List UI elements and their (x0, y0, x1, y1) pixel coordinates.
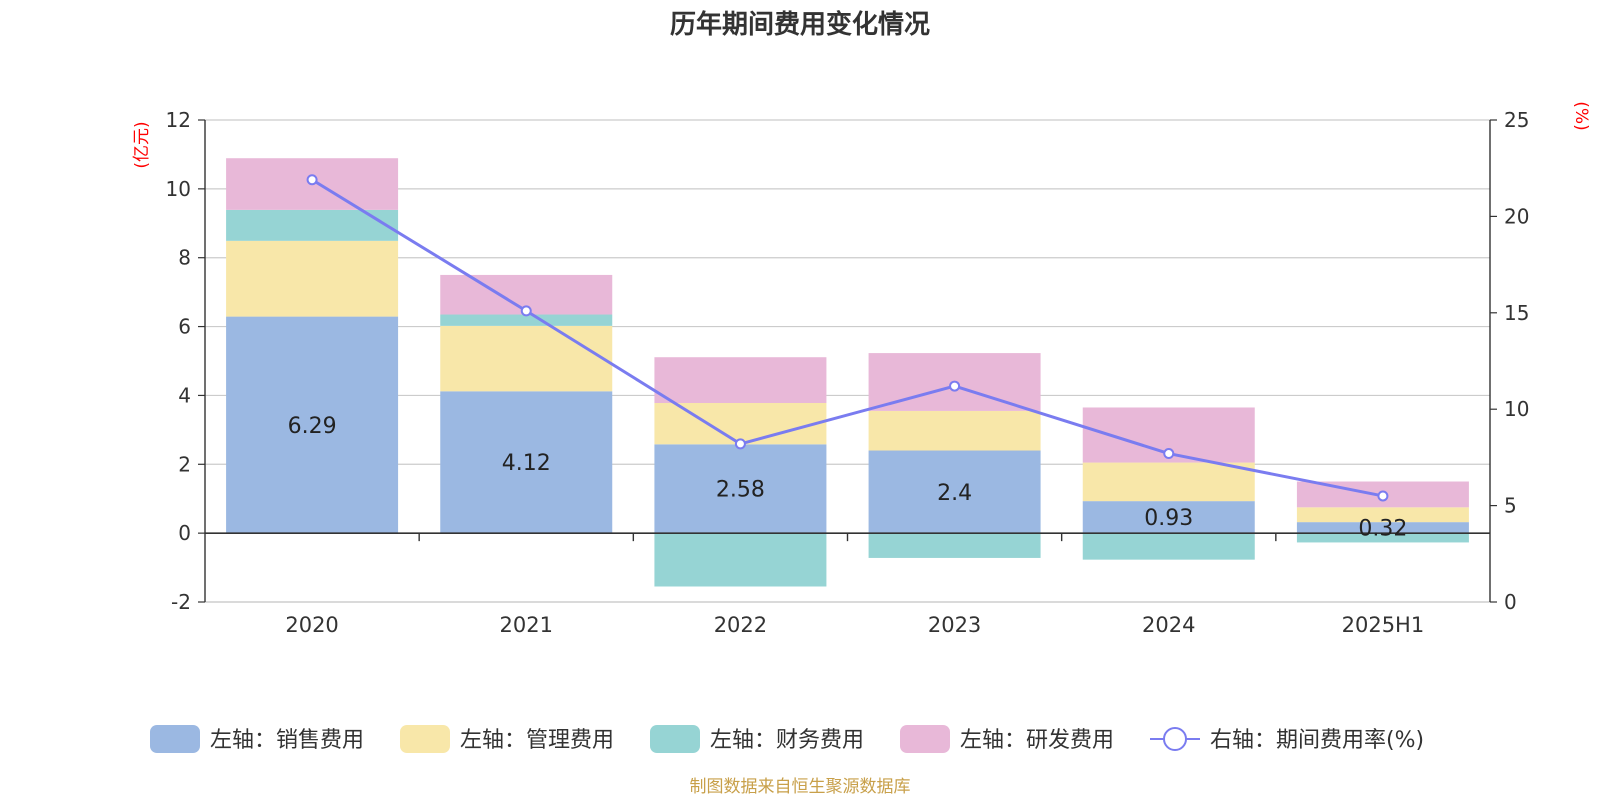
rate-point (306, 174, 318, 186)
left-tick-label: -2 (171, 590, 191, 614)
right-tick-label: 15 (1504, 301, 1529, 325)
x-tick-label: 2021 (500, 613, 553, 637)
legend-swatch (650, 725, 700, 753)
legend-label: 右轴：期间费用率(%) (1210, 728, 1424, 753)
x-tick-label: 2020 (285, 613, 338, 637)
left-tick-label: 0 (178, 521, 191, 545)
x-tick-label: 2025H1 (1342, 613, 1425, 637)
x-tick-label: 2024 (1142, 613, 1195, 637)
bar-segment (440, 391, 613, 534)
bar-segment (868, 450, 1041, 534)
rate-point (1163, 448, 1175, 460)
bar-segment (226, 316, 399, 534)
bar-segment (1082, 462, 1255, 502)
bar-value-label: 0.32 (1358, 517, 1407, 542)
bar-value-label: 2.4 (937, 481, 972, 506)
bar-segment (868, 410, 1041, 451)
right-tick-label: 0 (1504, 590, 1517, 614)
bar-segment (1082, 533, 1255, 560)
bar-value-label: 0.93 (1144, 506, 1193, 531)
bar-segment (654, 403, 827, 445)
rate-point (949, 380, 961, 392)
axes: -2 0 2 4 6 8 10 12 0 5 10 15 20 25 2020 2021 2022 2023 202… (166, 108, 1530, 637)
right-tick-label: 5 (1504, 494, 1517, 518)
bar-segment (654, 357, 827, 404)
legend-label: 左轴：管理费用 (460, 728, 614, 753)
left-tick-label: 10 (166, 177, 191, 201)
bar-segment (868, 533, 1041, 558)
left-axis-unit: (亿元) (132, 121, 152, 168)
bar-segment (654, 444, 827, 534)
legend-label: 左轴：财务费用 (710, 728, 864, 753)
source-note: 制图数据来自恒生聚源数据库 (690, 777, 911, 797)
bar-value-label: 2.58 (716, 478, 765, 503)
right-axis-unit: (%) (1571, 101, 1591, 130)
legend-marker (1163, 727, 1187, 751)
left-tick-label: 6 (178, 315, 191, 339)
rate-point (734, 438, 746, 450)
legend-label: 左轴：研发费用 (960, 728, 1114, 753)
bar-segment (1296, 507, 1469, 523)
rate-line-path (311, 178, 1384, 498)
legend-label: 左轴：销售费用 (210, 728, 364, 753)
rate-point (520, 305, 532, 317)
bars (226, 158, 1469, 587)
rate-point (1377, 490, 1389, 502)
bar-segment (1296, 533, 1469, 543)
x-tick-label: 2022 (714, 613, 767, 637)
right-tick-label: 25 (1504, 108, 1529, 132)
rate-line (306, 174, 1389, 502)
x-tick-label: 2023 (928, 613, 981, 637)
bar-segment (226, 240, 399, 317)
left-tick-label: 8 (178, 246, 191, 270)
right-tick-label: 10 (1504, 397, 1529, 421)
bar-value-label: 6.29 (288, 414, 337, 439)
bar-labels: 6.29 4.12 2.58 2.4 0.93 0.32 (288, 414, 1408, 542)
bar-segment (440, 325, 613, 392)
grid (205, 119, 1490, 603)
bar-segment (1082, 501, 1255, 534)
left-tick-label: 12 (166, 108, 191, 132)
legend-swatch (400, 725, 450, 753)
bar-segment (226, 209, 399, 241)
bar-segment (654, 533, 827, 587)
bar-segment (1296, 522, 1469, 534)
bar-segment (440, 314, 613, 326)
right-tick-label: 20 (1504, 204, 1529, 228)
legend-swatch (150, 725, 200, 753)
left-tick-label: 4 (178, 383, 191, 407)
bar-value-label: 4.12 (502, 451, 551, 476)
legend: 左轴：销售费用 左轴：管理费用 左轴：财务费用 左轴：研发费用 右轴：期间费用率(%) (150, 725, 1424, 753)
chart-title: 历年期间费用变化情况 (670, 9, 930, 40)
left-tick-label: 2 (178, 452, 191, 476)
legend-swatch (900, 725, 950, 753)
